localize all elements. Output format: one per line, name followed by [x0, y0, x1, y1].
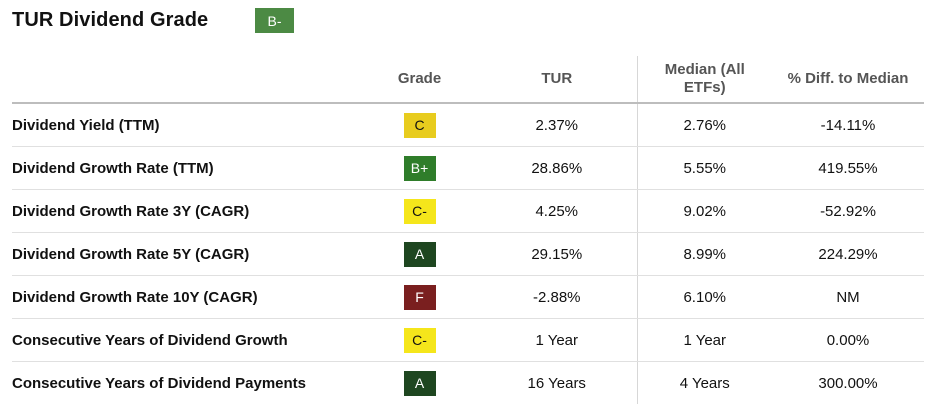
tur-value: 29.15% [477, 232, 637, 276]
grade-cell: A [362, 362, 477, 405]
column-header-tur: TUR [477, 56, 637, 104]
diff-value: -14.11% [772, 103, 924, 147]
column-header-grade: Grade [362, 56, 477, 104]
grade-cell: C- [362, 189, 477, 233]
grade-badge: C- [403, 327, 436, 353]
diff-value: 419.55% [772, 146, 924, 190]
title-row: TUR Dividend Grade [12, 6, 208, 34]
metric-label: Consecutive Years of Dividend Growth [12, 318, 362, 362]
median-value: 8.99% [636, 232, 772, 276]
table-row: Consecutive Years of Dividend Growth C- … [12, 318, 924, 362]
column-header-median: Median (All ETFs) [636, 56, 772, 104]
metric-label: Dividend Growth Rate 3Y (CAGR) [12, 189, 362, 233]
metric-label: Dividend Growth Rate (TTM) [12, 146, 362, 190]
table-row: Dividend Growth Rate (TTM) B+ 28.86% 5.5… [12, 146, 924, 190]
column-header-median-label: Median (All ETFs) [664, 61, 745, 96]
tur-value: 1 Year [477, 318, 637, 362]
tur-value: 16 Years [527, 374, 586, 392]
grade-badge: A [403, 241, 436, 267]
grade-badge: F [403, 284, 436, 310]
tur-value: -2.88% [477, 275, 637, 319]
grade-badge: A [403, 370, 436, 396]
median-value: 6.10% [636, 275, 772, 319]
diff-value: 0.00% [772, 318, 924, 362]
metric-label: Dividend Yield (TTM) [12, 103, 362, 147]
overall-grade-badge: B- [255, 8, 294, 33]
grade-cell: C [362, 103, 477, 147]
diff-value: -52.92% [772, 189, 924, 233]
table-header-row: Grade TUR Median (All ETFs) % Diff. to M… [12, 56, 924, 104]
tur-value: 4.25% [477, 189, 637, 233]
median-value: 9.02% [636, 189, 772, 233]
metric-label: Dividend Growth Rate 10Y (CAGR) [12, 275, 362, 319]
diff-value: 300.00% [818, 374, 878, 392]
metric-label: Dividend Growth Rate 5Y (CAGR) [12, 232, 362, 276]
tur-value: 28.86% [477, 146, 637, 190]
diff-value: NM [772, 275, 924, 319]
median-value: 1 Year [636, 318, 772, 362]
grade-cell: C- [362, 318, 477, 362]
table-row: Dividend Yield (TTM) C 2.37% 2.76% -14.1… [12, 103, 924, 147]
grade-badge: B+ [403, 155, 436, 181]
diff-value: 224.29% [772, 232, 924, 276]
tur-value: 2.37% [477, 103, 637, 147]
dividend-grade-table: Grade TUR Median (All ETFs) % Diff. to M… [12, 56, 924, 404]
table-row: Dividend Growth Rate 10Y (CAGR) F -2.88%… [12, 275, 924, 319]
column-header-diff: % Diff. to Median [772, 56, 924, 104]
table-row: Consecutive Years of Dividend Payments A… [12, 361, 924, 405]
page-title: TUR Dividend Grade [12, 8, 209, 31]
median-value: 4 Years [636, 361, 772, 404]
column-header-metric [12, 56, 362, 104]
grade-badge: C [403, 112, 436, 138]
median-value: 2.76% [636, 103, 772, 147]
table-row: Dividend Growth Rate 5Y (CAGR) A 29.15% … [12, 232, 924, 276]
grade-badge: C- [403, 198, 436, 224]
grade-cell: F [362, 275, 477, 319]
grade-cell: B+ [362, 146, 477, 190]
table-row: Dividend Growth Rate 3Y (CAGR) C- 4.25% … [12, 189, 924, 233]
median-value: 5.55% [636, 146, 772, 190]
grade-cell: A [362, 232, 477, 276]
metric-label: Consecutive Years of Dividend Payments [12, 374, 307, 392]
